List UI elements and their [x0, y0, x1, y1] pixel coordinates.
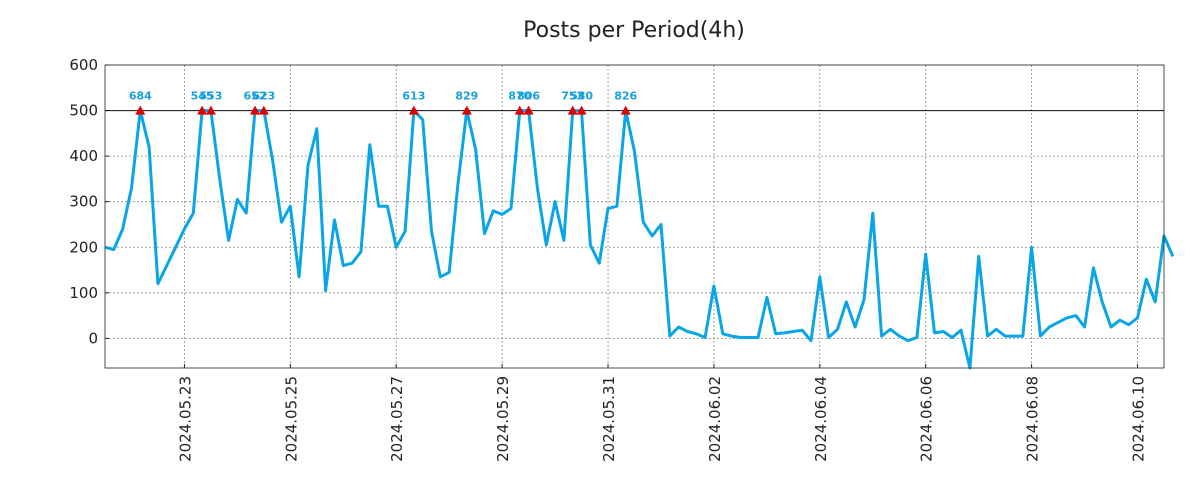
peak-marker: [576, 105, 587, 115]
x-tick-label: 2024.05.23: [176, 376, 194, 462]
x-tick-label: 2024.06.02: [706, 376, 724, 462]
x-tick-label: 2024.05.31: [600, 376, 618, 462]
peak-value-label: 623: [252, 90, 275, 103]
y-axis-ticks: 0 100 200 300 400 500 600: [69, 56, 109, 347]
peak-marker: [523, 105, 534, 115]
y-tick-label: 500: [69, 102, 98, 120]
peak-marker: [620, 105, 631, 115]
x-tick-label: 2024.05.25: [282, 376, 300, 462]
peak-marker: [258, 105, 269, 115]
plot-frame: [104, 64, 1165, 369]
x-tick-label: 2024.06.06: [918, 376, 936, 462]
peak-value-label: 652: [244, 90, 267, 103]
peak-value-label: 870: [508, 90, 531, 103]
peak-value-label: 753: [561, 90, 584, 103]
y-tick-label: 100: [69, 284, 98, 302]
peak-marker: [567, 105, 578, 115]
peak-value-label: 553: [199, 90, 222, 103]
peak-value-label: 806: [517, 90, 540, 103]
y-tick-label: 400: [69, 147, 98, 165]
x-tick-label: 2024.05.29: [494, 376, 512, 462]
peak-marker: [461, 105, 472, 115]
series-line: [104, 109, 1175, 370]
peak-value-label: 684: [129, 90, 152, 103]
peak-marker: [250, 105, 261, 115]
chart-title: Posts per Period(4h): [523, 18, 745, 43]
peak-marker: [205, 105, 216, 115]
peak-marker: [514, 105, 525, 115]
peak-value-label: 613: [402, 90, 425, 103]
peak-value-label: 826: [614, 90, 637, 103]
y-tick-label: 200: [69, 238, 98, 256]
peak-marker: [197, 105, 208, 115]
x-tick-label: 2024.06.08: [1024, 376, 1042, 462]
y-tick-label: 600: [69, 56, 98, 74]
y-tick-label: 0: [88, 329, 98, 347]
x-tick-label: 2024.05.27: [388, 376, 406, 462]
peak-marker: [135, 105, 146, 115]
peak-value-label: 580: [570, 90, 593, 103]
peak-value-label: 545: [191, 90, 214, 103]
y-tick-label: 300: [69, 193, 98, 211]
peak-marker: [408, 105, 419, 115]
x-tick-label: 2024.06.04: [812, 376, 830, 462]
x-axis-ticks: 2024.05.23 2024.05.25 2024.05.27 2024.05.29…: [176, 364, 1148, 462]
x-tick-label: 2024.06.10: [1130, 376, 1148, 462]
peak-value-label: 829: [455, 90, 478, 103]
